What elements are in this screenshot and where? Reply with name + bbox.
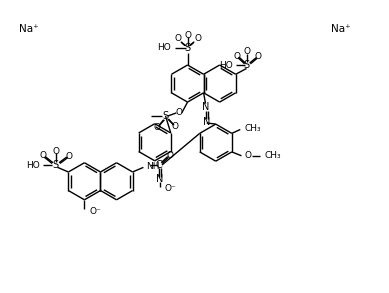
Text: O: O	[52, 146, 59, 156]
Text: S: S	[244, 60, 250, 70]
Text: O: O	[154, 123, 161, 132]
Text: O: O	[244, 47, 251, 56]
Text: N: N	[203, 117, 210, 127]
Text: O: O	[174, 34, 181, 43]
Text: O: O	[166, 151, 173, 160]
Text: N: N	[202, 102, 209, 112]
Text: O: O	[245, 151, 252, 160]
Text: O: O	[184, 31, 191, 40]
Text: C: C	[156, 160, 162, 170]
Text: HO: HO	[219, 61, 233, 69]
Text: N: N	[156, 174, 164, 184]
Text: HO: HO	[26, 161, 40, 170]
Text: O: O	[172, 122, 179, 131]
Text: Na⁺: Na⁺	[19, 24, 38, 34]
Text: Na⁺: Na⁺	[331, 24, 351, 34]
Text: NH: NH	[146, 162, 159, 171]
Text: O⁻: O⁻	[89, 207, 101, 216]
Text: O: O	[194, 34, 201, 43]
Text: CH₃: CH₃	[265, 151, 281, 160]
Text: O: O	[66, 152, 73, 161]
Text: O: O	[39, 151, 46, 160]
Text: O⁻: O⁻	[165, 184, 176, 193]
Text: O: O	[255, 52, 262, 62]
Text: CH₃: CH₃	[244, 124, 261, 133]
Text: O: O	[233, 52, 240, 61]
Text: S: S	[163, 111, 168, 121]
Text: HO: HO	[158, 43, 171, 52]
Text: O: O	[175, 108, 182, 117]
Text: S: S	[53, 160, 59, 170]
Text: S: S	[184, 42, 191, 53]
